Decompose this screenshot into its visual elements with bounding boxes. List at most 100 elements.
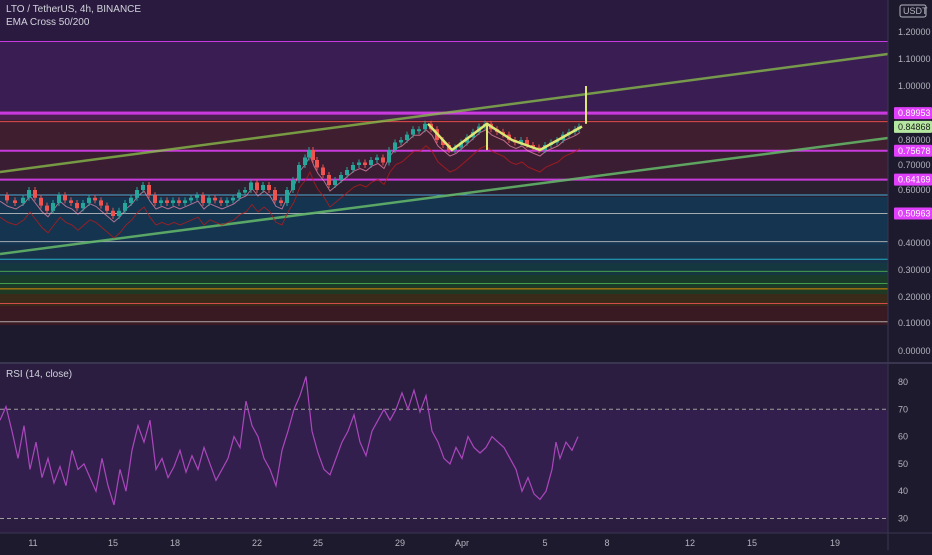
y-axis-tick-label: 0.80000: [898, 135, 931, 145]
y-axis-tick-label: 0.20000: [898, 292, 931, 302]
symbol-title: LTO / TetherUS, 4h, BINANCE: [6, 4, 142, 15]
candle-body: [255, 182, 259, 190]
x-axis-tick-label: 12: [685, 538, 695, 548]
candle-body: [273, 190, 277, 201]
x-axis-tick-label: 22: [252, 538, 262, 548]
y-axis-tick-label: 0.10000: [898, 318, 931, 328]
candle-body: [357, 162, 361, 165]
price-badge-label: 0.64169: [898, 175, 931, 185]
candle-body: [177, 200, 181, 203]
candle-body: [111, 210, 115, 216]
x-axis-tick-label: 11: [28, 538, 37, 548]
y-axis-tick-label: 1.10000: [898, 54, 931, 64]
price-badge-label: 0.89953: [898, 108, 931, 118]
candle-body: [123, 203, 127, 211]
candle-body: [117, 210, 121, 216]
price-badge-label: 0.50963: [898, 208, 931, 218]
candle-body: [225, 200, 229, 203]
rsi-tick-label: 40: [898, 486, 908, 496]
candle-body: [525, 140, 529, 145]
candle-body: [423, 123, 427, 130]
candle-body: [363, 162, 367, 165]
candle-body: [375, 157, 379, 160]
candle-body: [381, 157, 385, 163]
candle-body: [171, 200, 175, 203]
candle-body: [279, 200, 283, 203]
candle-body: [141, 185, 145, 190]
currency-badge: [899, 4, 927, 18]
candle-body: [249, 182, 253, 190]
x-axis-tick-label: 8: [604, 538, 609, 548]
candle-body: [81, 203, 85, 209]
zone-band-4: [0, 181, 888, 197]
x-axis-tick-label: 15: [108, 538, 118, 548]
candle-body: [27, 190, 31, 198]
x-axis-tick-label: Apr: [455, 538, 469, 548]
candle-body: [135, 190, 139, 198]
candle-body: [63, 195, 67, 201]
candle-body: [311, 150, 315, 160]
rsi-line: [0, 376, 579, 506]
y-axis-tick-label: 1.00000: [898, 81, 931, 91]
candle-body: [345, 170, 349, 175]
rsi-tick-label: 70: [898, 404, 908, 414]
candle-body: [195, 195, 199, 198]
candle-body: [189, 197, 193, 201]
candle-body: [387, 150, 391, 163]
candle-body: [267, 185, 271, 190]
candle-body: [243, 190, 247, 193]
y-axis-tick-label: 0.70000: [898, 160, 931, 170]
x-axis-tick-label: 5: [542, 538, 547, 548]
candle-body: [459, 142, 463, 148]
candle-body: [291, 180, 295, 190]
candle-body: [399, 140, 403, 143]
x-axis-tick-label: 29: [395, 538, 405, 548]
price-badge: [894, 107, 932, 120]
candle-body: [417, 129, 421, 132]
candle-body: [93, 197, 97, 201]
candle-body: [153, 195, 157, 203]
zone-green-2: [0, 286, 888, 294]
rsi-tick-label: 50: [898, 459, 908, 469]
candle-body: [411, 129, 415, 135]
zone-orange: [0, 294, 888, 306]
candle-body: [231, 197, 235, 201]
candle-body: [45, 205, 49, 211]
zone-band-3: [0, 151, 888, 181]
zone-bottom: [0, 325, 888, 363]
zone-blue-1: [0, 197, 888, 245]
zone-green-1: [0, 275, 888, 286]
candle-body: [321, 167, 325, 175]
channel-upper-line: [0, 52, 889, 174]
candle-body: [159, 200, 163, 203]
y-axis-tick-label: 0.40000: [898, 238, 931, 248]
candle-body: [75, 203, 79, 209]
price-badge: [894, 144, 932, 157]
y-axis-tick-label: 1.20000: [898, 27, 931, 37]
candle-body: [333, 180, 337, 185]
candle-body: [13, 200, 17, 203]
candle-body: [303, 157, 307, 165]
x-axis-tick-label: 25: [313, 538, 323, 548]
candle-body: [207, 197, 211, 203]
y-axis-tick-label: 0.30000: [898, 265, 931, 275]
candle-body: [519, 140, 523, 143]
candle-body: [69, 200, 73, 203]
x-axis-tick-label: 18: [170, 538, 180, 548]
candle-body: [21, 197, 25, 203]
x-axis-tick-label: 19: [830, 538, 840, 548]
zone-top: [0, 0, 888, 42]
candle-body: [351, 165, 355, 170]
candle-body: [315, 160, 319, 168]
price-badge-label: 0.84868: [898, 122, 931, 132]
candle-body: [33, 190, 37, 198]
candle-body: [183, 200, 187, 203]
candle-body: [219, 200, 223, 203]
price-badge: [894, 173, 932, 186]
x-axis-tick-label: 15: [747, 538, 757, 548]
pattern-line: [427, 122, 583, 152]
zone-teal: [0, 263, 888, 275]
candle-body: [285, 190, 289, 203]
